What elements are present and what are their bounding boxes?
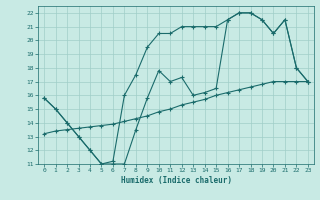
X-axis label: Humidex (Indice chaleur): Humidex (Indice chaleur) bbox=[121, 176, 231, 185]
